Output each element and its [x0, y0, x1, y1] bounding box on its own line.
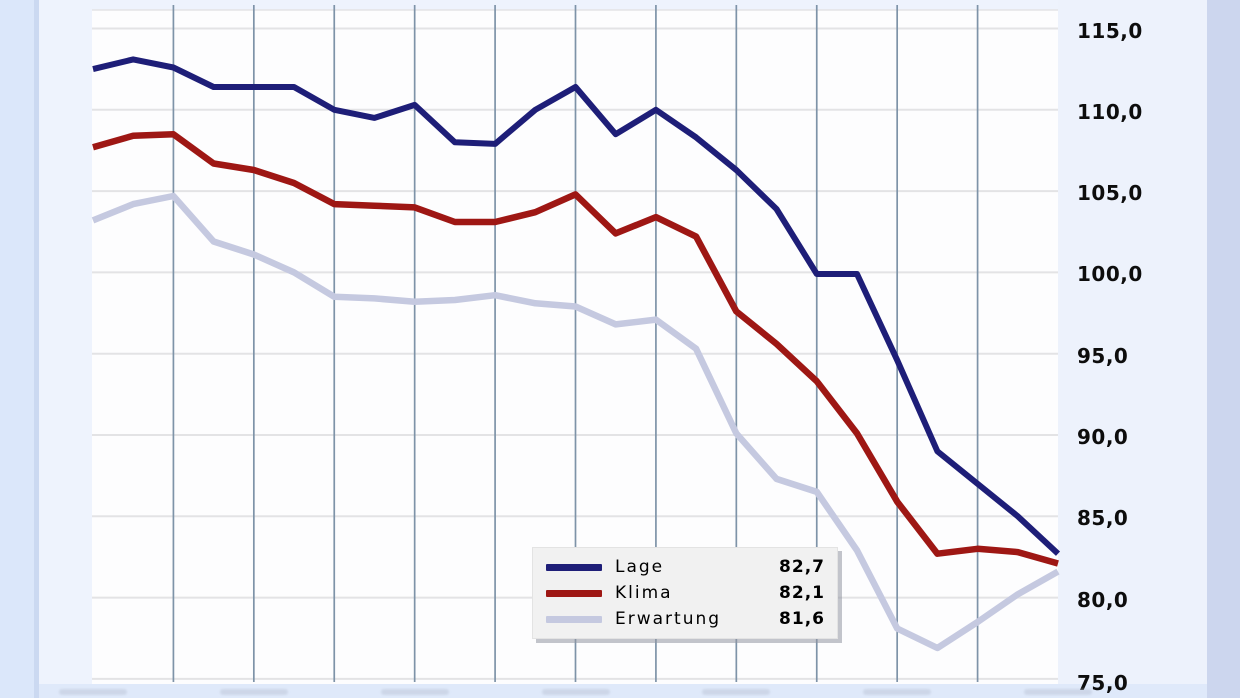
- x-axis-label-cropped: [863, 689, 932, 695]
- legend-row: Lage 82,7: [533, 555, 837, 579]
- legend-label: Lage: [615, 557, 665, 577]
- legend-label: Klima: [615, 583, 673, 603]
- y-axis-tick-label: 80,0: [1077, 588, 1129, 612]
- legend-row: Erwartung 81,6: [533, 607, 837, 631]
- legend-value: 82,1: [779, 583, 825, 603]
- erwartung-line-swatch-icon: [546, 616, 602, 623]
- right-gutter: [1058, 0, 1207, 686]
- erwartung-line: [91, 192, 1060, 652]
- y-axis-tick-label: 100,0: [1077, 262, 1143, 286]
- right-accent-strip: [1207, 0, 1240, 698]
- x-axis-label-cropped: [702, 689, 771, 695]
- klima-line-swatch-icon: [546, 590, 602, 597]
- lage-line-swatch-icon: [546, 564, 602, 571]
- legend-value: 82,7: [779, 557, 825, 577]
- y-axis-tick-label: 95,0: [1077, 344, 1129, 368]
- x-axis-label-cropped: [380, 689, 449, 695]
- x-axis-label-cropped: [1024, 689, 1092, 695]
- legend-row: Klima 82,1: [533, 581, 837, 605]
- left-accent-strip: [34, 0, 39, 698]
- y-axis-tick-label: 90,0: [1077, 425, 1129, 449]
- y-axis-tick-label: 115,0: [1077, 19, 1143, 43]
- x-axis-label-cropped: [219, 689, 288, 695]
- y-axis-tick-label: 75,0: [1077, 671, 1129, 695]
- y-axis-tick-label: 110,0: [1077, 100, 1143, 124]
- lage-line: [92, 56, 1061, 556]
- y-axis-tick-label: 85,0: [1077, 506, 1129, 530]
- page-left-margin: [0, 0, 34, 698]
- klima-line: [92, 130, 1059, 567]
- legend-box: Lage 82,7 Klima 82,1 Erwartung 81,6: [532, 547, 838, 639]
- legend-label: Erwartung: [615, 609, 722, 629]
- x-axis-label-cropped: [59, 689, 127, 695]
- left-gutter: [39, 0, 92, 686]
- x-axis-label-cropped: [541, 689, 610, 695]
- legend-value: 81,6: [779, 609, 825, 629]
- y-axis-tick-label: 105,0: [1077, 181, 1143, 205]
